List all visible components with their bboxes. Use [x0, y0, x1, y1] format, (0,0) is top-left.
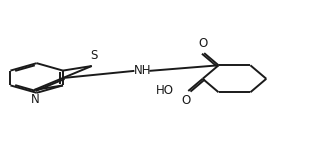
Text: O: O	[198, 37, 207, 50]
Text: N: N	[31, 93, 40, 106]
Text: HO: HO	[156, 84, 174, 97]
Text: S: S	[91, 49, 98, 62]
Text: O: O	[181, 94, 190, 107]
Text: NH: NH	[134, 64, 151, 77]
